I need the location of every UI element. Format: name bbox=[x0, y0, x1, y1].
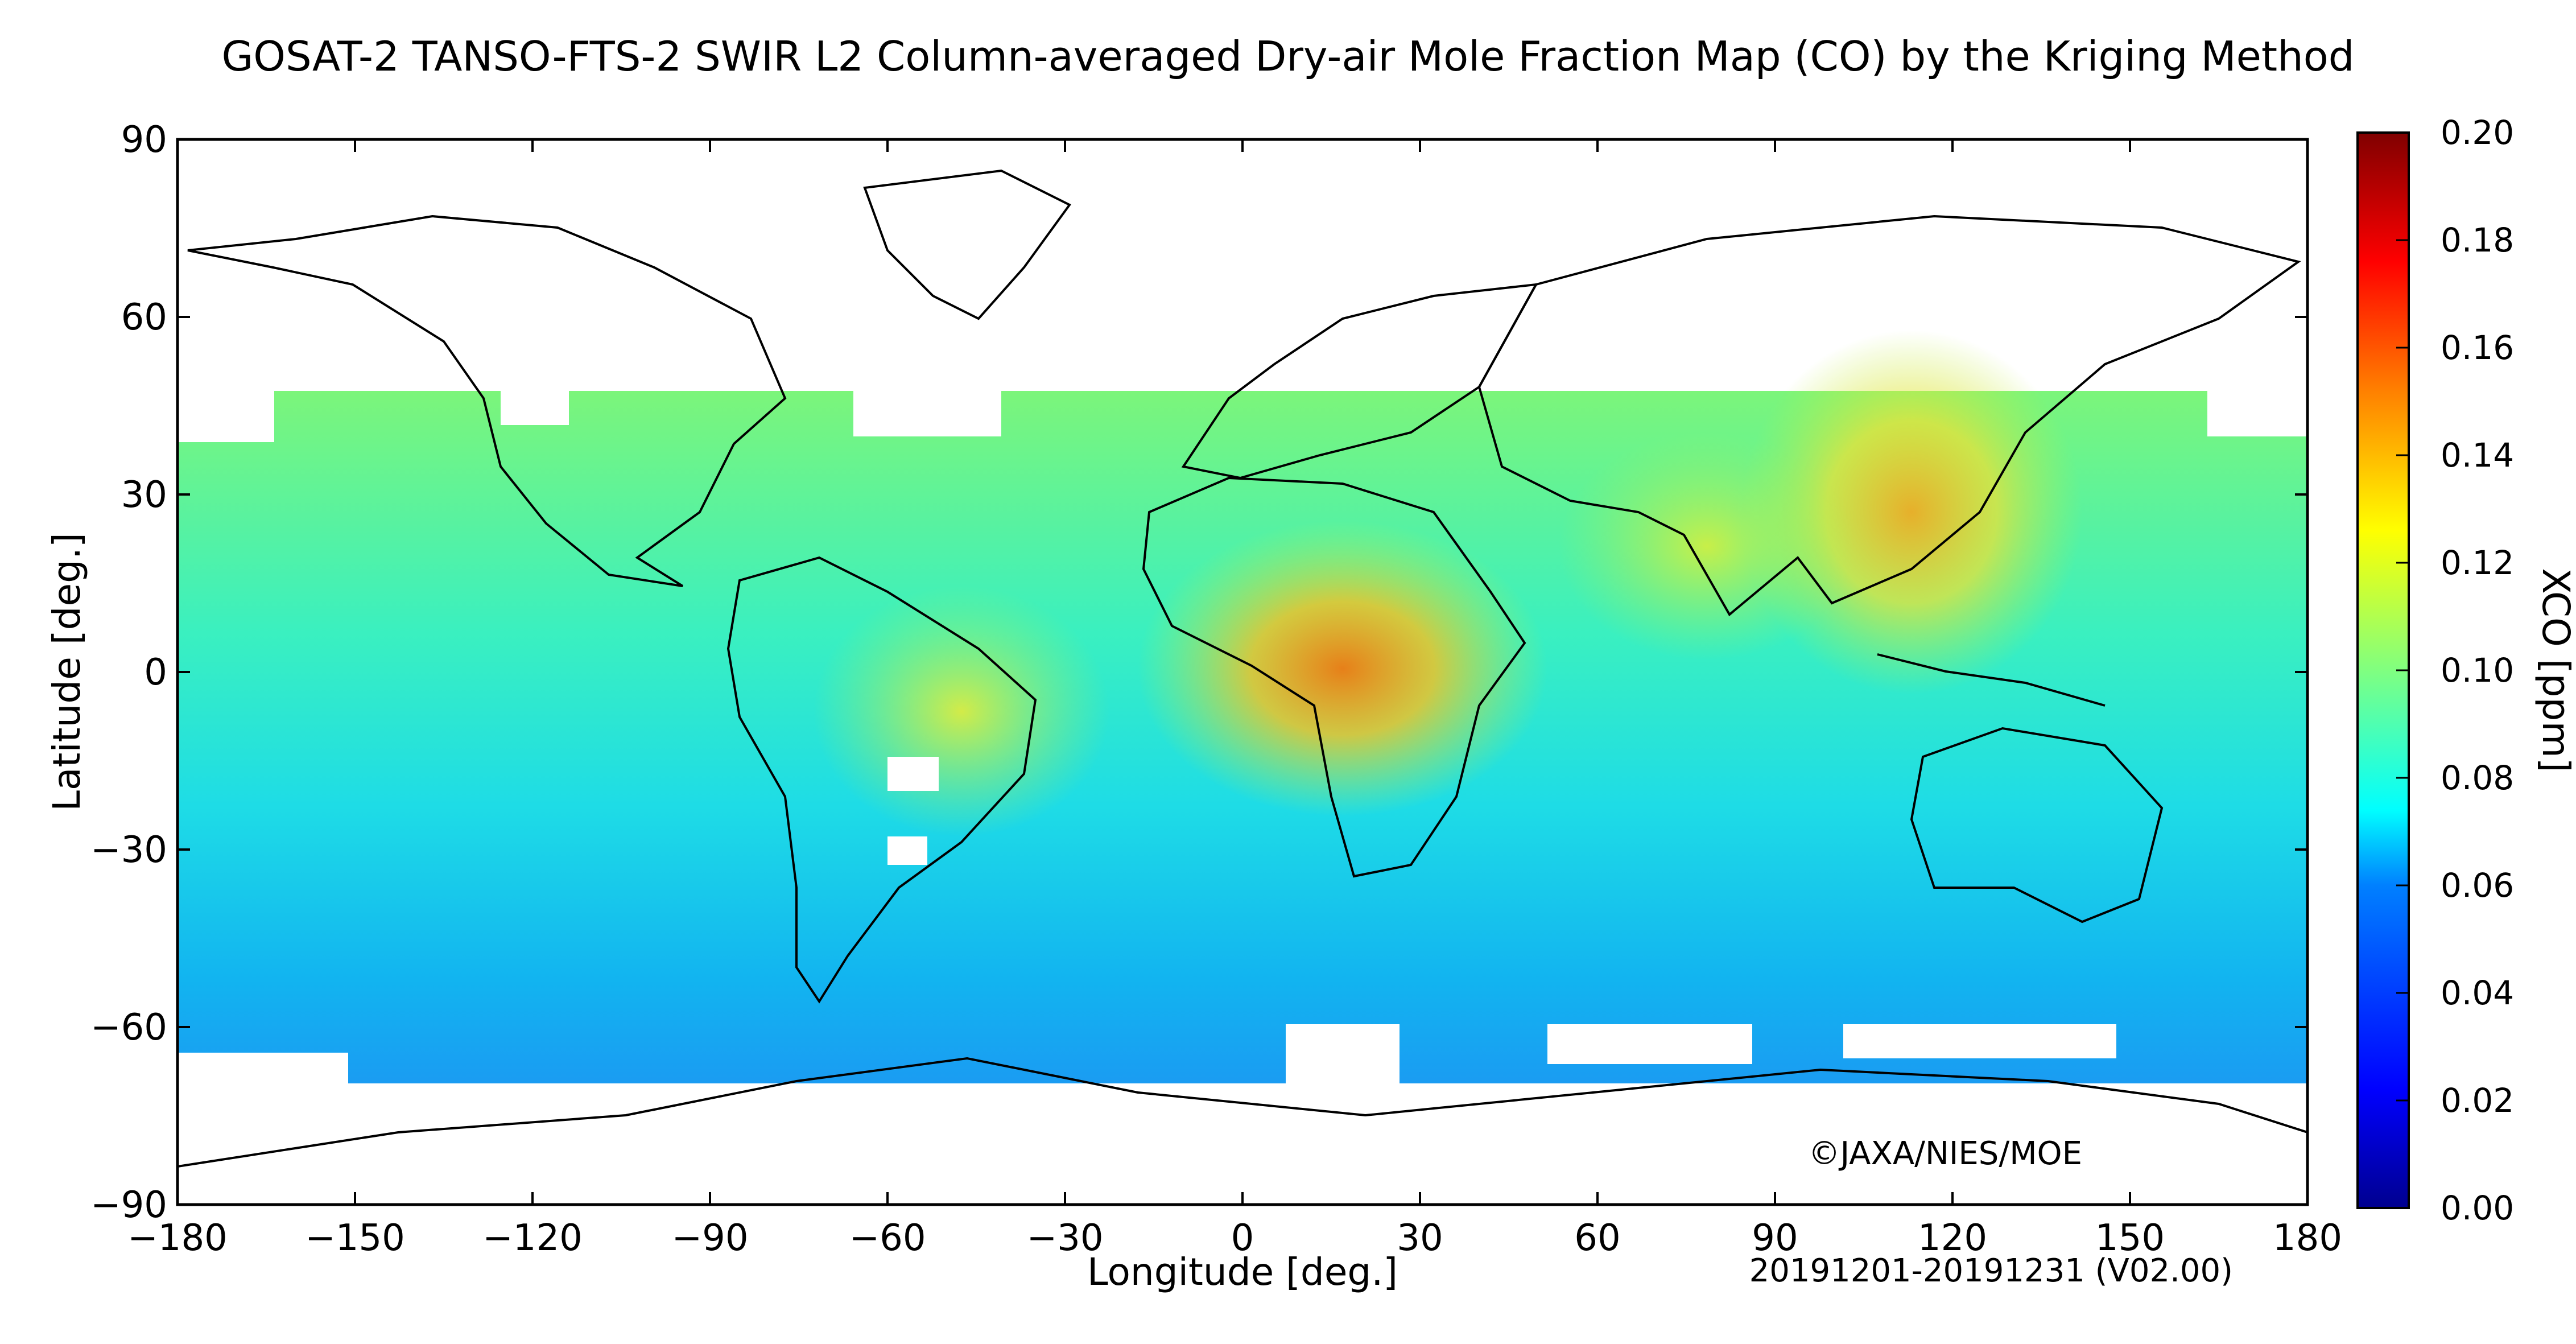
colorbar-tick-label: 0.06 bbox=[2441, 866, 2514, 905]
colorbar-tick-label: 0.20 bbox=[2441, 113, 2514, 152]
colorbar-tick-label: 0.12 bbox=[2441, 543, 2514, 582]
x-tick-label: −30 bbox=[1026, 1217, 1103, 1259]
x-tick-label: 90 bbox=[1752, 1217, 1798, 1259]
copyright-text: ©JAXA/NIES/MOE bbox=[1809, 1135, 2082, 1172]
y-axis-label: Latitude [deg.] bbox=[45, 533, 89, 811]
y-tick-label: 0 bbox=[144, 652, 167, 694]
coast-greenland bbox=[863, 169, 1072, 320]
y-tick-label: −30 bbox=[90, 829, 167, 871]
colorbar-tick-label: 0.02 bbox=[2441, 1081, 2514, 1120]
colorbar-tick-label: 0.00 bbox=[2441, 1189, 2514, 1227]
coast-north-america bbox=[187, 215, 787, 587]
coast-indonesia bbox=[1877, 653, 2106, 707]
x-axis: −180 −150 −120 −90 −60 −30 0 30 60 90 120 150 180 bbox=[127, 139, 2342, 1259]
x-tick-label: −120 bbox=[482, 1217, 583, 1259]
map-title: GOSAT-2 TANSO-FTS-2 SWIR L2 Column-avera… bbox=[221, 32, 2355, 80]
coast-australia bbox=[1910, 727, 2164, 924]
coast-africa bbox=[1142, 476, 1526, 878]
coastlines bbox=[177, 169, 2307, 1168]
colorbar-tick-label: 0.16 bbox=[2441, 328, 2514, 367]
x-tick-label: 120 bbox=[1918, 1217, 1987, 1259]
colorbar-tick-label: 0.14 bbox=[2441, 436, 2514, 475]
coast-south-america bbox=[726, 556, 1037, 1004]
hotspot-amazon bbox=[814, 586, 1109, 836]
x-tick-label: 60 bbox=[1574, 1217, 1620, 1259]
y-tick-label: −90 bbox=[90, 1184, 167, 1226]
x-tick-label: −90 bbox=[671, 1217, 748, 1259]
y-tick-label: 30 bbox=[121, 474, 167, 516]
colorbar-ticks: 0.20 0.18 0.16 0.14 0.12 0.10 0.08 0.06 0.04 0.02… bbox=[2396, 113, 2514, 1227]
hotspot-central-africa bbox=[1138, 521, 1547, 817]
x-tick-label: 0 bbox=[1231, 1217, 1254, 1259]
x-axis-label: Longitude [deg.] bbox=[1087, 1250, 1398, 1294]
colorbar-tick-label: 0.08 bbox=[2441, 758, 2514, 797]
coast-antarctica bbox=[177, 1057, 2307, 1168]
colorbar-tick-label: 0.10 bbox=[2441, 651, 2514, 690]
x-tick-label: 180 bbox=[2273, 1217, 2342, 1259]
y-tick-label: −60 bbox=[90, 1007, 167, 1049]
x-tick-label: −60 bbox=[849, 1217, 926, 1259]
y-tick-label: 60 bbox=[121, 296, 167, 339]
colorbar-tick-label: 0.04 bbox=[2441, 974, 2514, 1012]
period-text: 20191201-20191231 (V02.00) bbox=[1749, 1252, 2233, 1289]
x-tick-label: −150 bbox=[305, 1217, 405, 1259]
y-axis: 90 60 30 0 −30 −60 −90 bbox=[90, 119, 2307, 1226]
x-tick-label: 150 bbox=[2095, 1217, 2165, 1259]
colorbar-tick-label: 0.18 bbox=[2441, 221, 2514, 259]
coast-asia bbox=[1477, 215, 2301, 617]
hotspot-india bbox=[1559, 432, 1855, 660]
y-tick-label: 90 bbox=[121, 119, 167, 161]
colorbar-label: XCO [ppm] bbox=[2534, 568, 2576, 772]
x-tick-label: 30 bbox=[1397, 1217, 1443, 1259]
xco-field bbox=[177, 330, 2307, 1092]
x-tick-label: −180 bbox=[127, 1217, 228, 1259]
